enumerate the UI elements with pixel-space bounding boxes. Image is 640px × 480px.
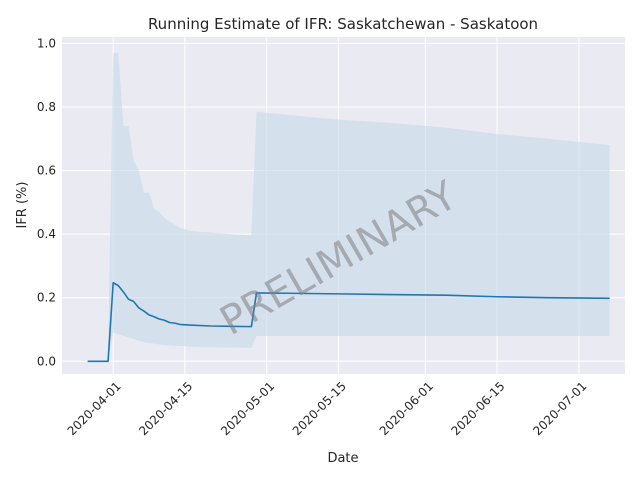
y-tick-label: 0.0 [37, 354, 56, 368]
x-tick-labels: 2020-04-01 2020-04-15 2020-05-01 2020-05-15… [65, 379, 590, 438]
ifr-interval-band [108, 52, 610, 362]
chart-title: Running Estimate of IFR: Saskatchewan - … [148, 15, 538, 33]
y-tick-label: 0.2 [37, 291, 56, 305]
confidence-band [108, 52, 610, 362]
y-tick-label: 0.4 [37, 227, 56, 241]
y-tick-label: 1.0 [37, 36, 56, 50]
x-tick-label: 2020-04-01 [65, 379, 124, 438]
x-axis-label: Date [327, 451, 358, 466]
series-lines [87, 281, 610, 363]
x-tick-label: 2020-05-01 [218, 379, 277, 438]
x-tick-label: 2020-06-01 [377, 379, 436, 438]
x-tick-label: 2020-05-15 [290, 379, 349, 438]
y-axis-label: IFR (%) [15, 182, 30, 229]
x-tick-label: 2020-04-15 [136, 379, 195, 438]
y-tick-label: 0.6 [37, 164, 56, 178]
x-tick-label: 2020-06-15 [448, 379, 507, 438]
x-tick-label: 2020-07-01 [530, 379, 589, 438]
y-tick-labels: 0.0 0.2 0.4 0.6 0.8 1.0 [37, 36, 56, 368]
y-tick-label: 0.8 [37, 100, 56, 114]
ifr-estimate-line [87, 281, 610, 363]
